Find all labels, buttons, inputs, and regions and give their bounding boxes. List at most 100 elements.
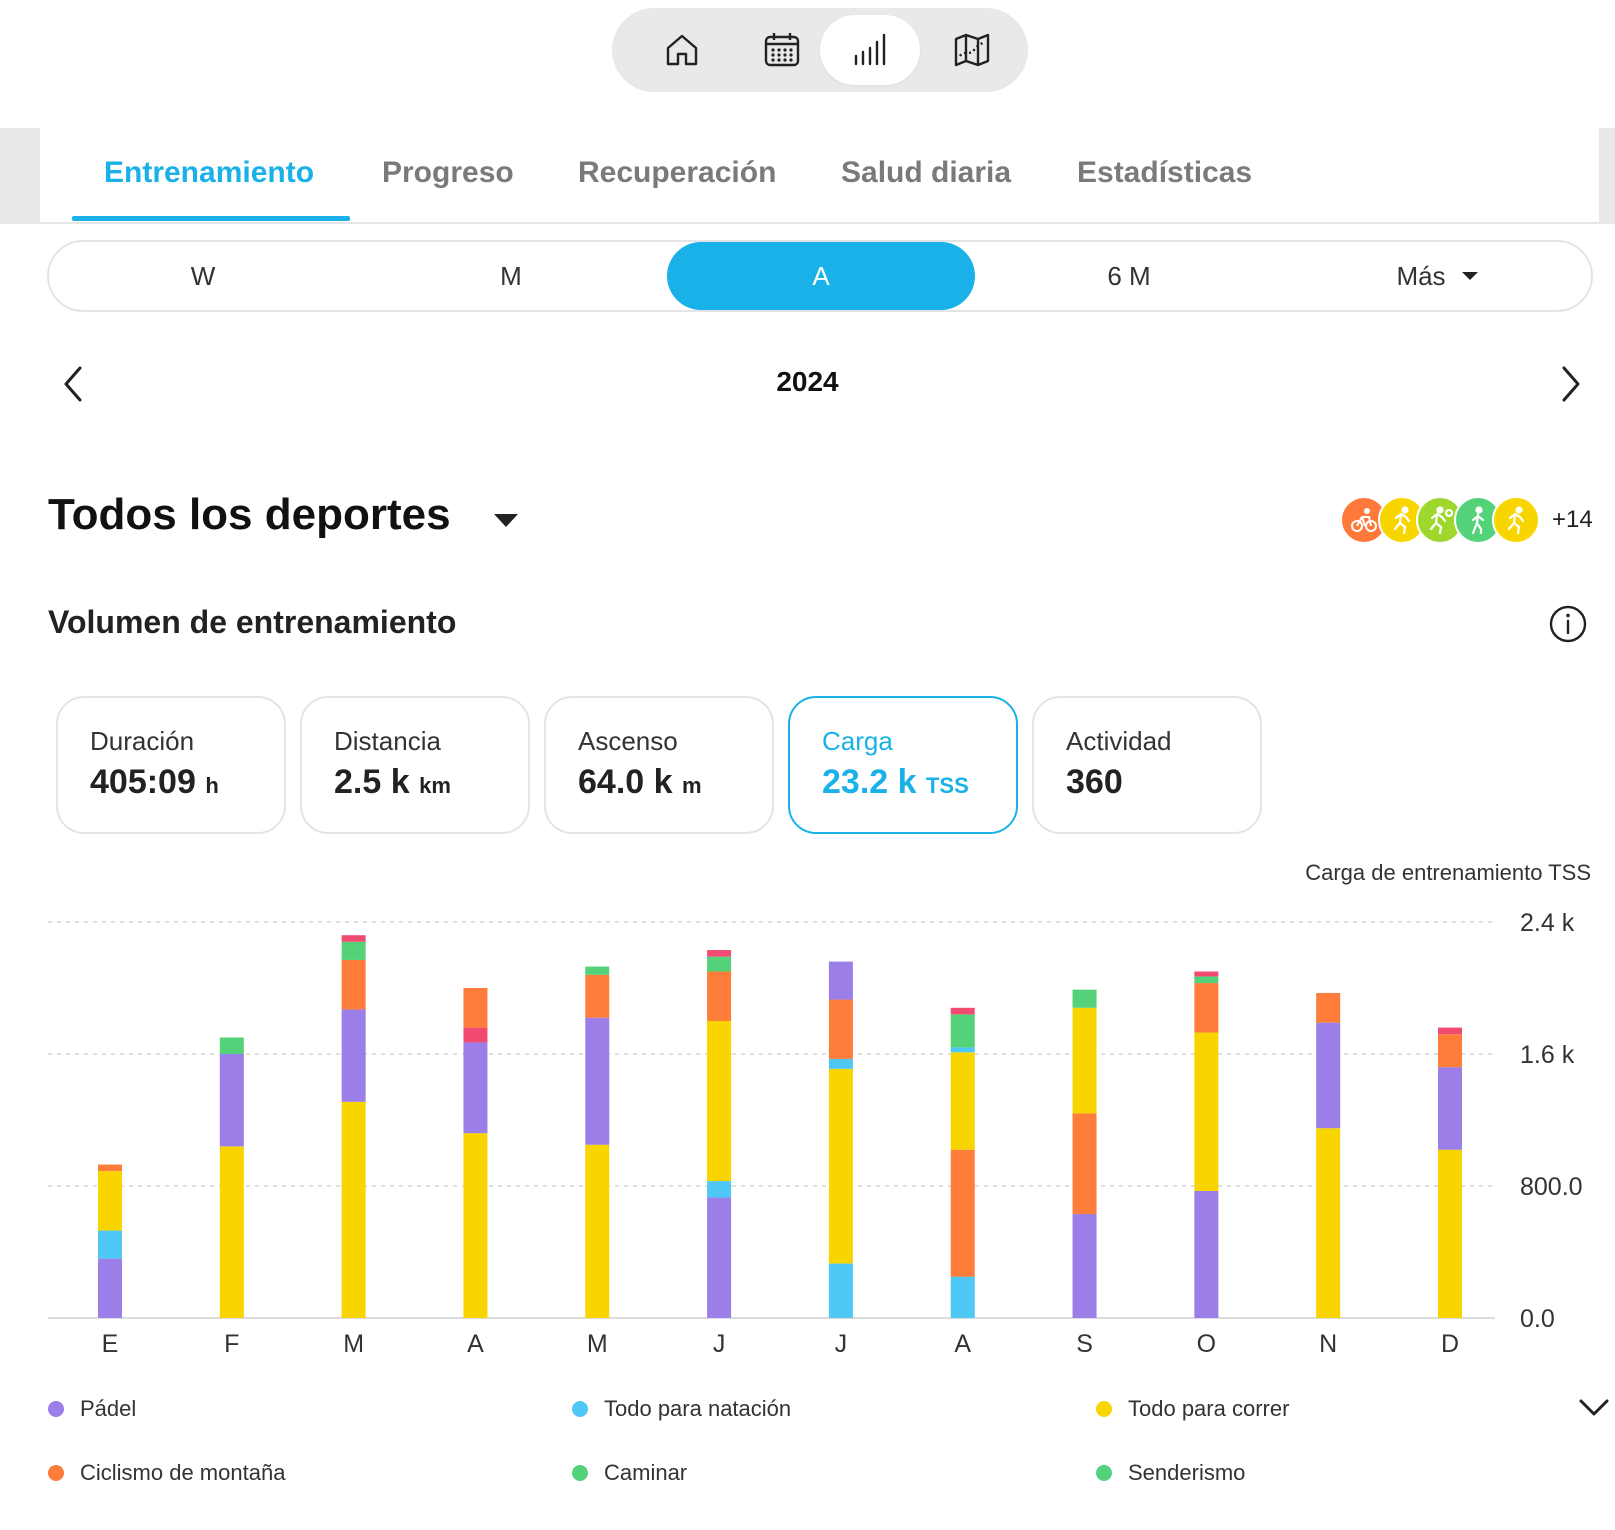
legend-label: Todo para natación — [604, 1396, 792, 1421]
x-tick-label: D — [1441, 1330, 1459, 1358]
x-tick-label: F — [224, 1330, 239, 1358]
training-load-chart[interactable]: 0.0 800.0 1.6 k 2.4 k E F M A M J J A S O N D — [0, 880, 1615, 1360]
tab-estadisticas[interactable]: Estadísticas — [1077, 156, 1253, 189]
tab-bar: Entrenamiento Progreso Recuperación Salu… — [0, 128, 1615, 224]
legend-item-ciclismo: Ciclismo de montaña — [48, 1460, 285, 1486]
bar-segment — [1194, 1190, 1219, 1318]
bar-segment — [341, 959, 366, 1010]
bar-segment — [828, 999, 853, 1059]
bar-segment — [219, 1037, 244, 1054]
home-icon — [666, 34, 698, 66]
metric-label: Ascenso — [578, 726, 678, 756]
metric-label: Distancia — [334, 726, 441, 756]
metric-card-duracion[interactable]: Duración 405:09 h — [56, 696, 286, 834]
calendar-icon — [764, 33, 800, 67]
bar-segment — [707, 971, 732, 1021]
legend-item-natacion: Todo para natación — [572, 1396, 791, 1422]
previous-year-chevron-icon[interactable] — [58, 364, 88, 404]
metric-card-ascenso[interactable]: Ascenso 64.0 k m — [544, 696, 774, 834]
next-year-chevron-icon[interactable] — [1556, 364, 1586, 404]
tabbar-edge-left — [0, 128, 40, 224]
info-icon[interactable] — [1548, 604, 1588, 644]
metric-value: 64.0 k m — [578, 763, 772, 802]
bar-segment — [341, 1009, 366, 1102]
bar-segment — [1072, 989, 1097, 1008]
y-tick-label: 800.0 — [1520, 1173, 1583, 1201]
metric-value: 2.5 k km — [334, 763, 528, 802]
legend-label: Caminar — [604, 1460, 688, 1485]
bar-segment — [950, 1014, 975, 1048]
map-nav-button[interactable] — [924, 15, 1020, 85]
tabbar-edge-right — [1599, 128, 1615, 224]
tab-progreso[interactable]: Progreso — [382, 156, 514, 189]
x-tick-label: E — [102, 1330, 119, 1358]
metric-unit: TSS — [925, 773, 969, 798]
bar-segment — [950, 1052, 975, 1150]
tab-entrenamiento[interactable]: Entrenamiento — [104, 156, 315, 189]
bar-chart-icon — [854, 33, 886, 66]
calendar-nav-button[interactable] — [734, 15, 830, 85]
metric-number: 405:09 — [90, 763, 196, 801]
bar-segment — [1072, 1214, 1097, 1318]
period-six-months-label: 6 M — [1107, 260, 1151, 291]
metric-card-carga[interactable]: Carga 23.2 k TSS — [788, 696, 1018, 834]
bar-segment — [585, 974, 610, 1018]
stats-nav-button[interactable] — [820, 15, 920, 85]
period-week-label: W — [190, 260, 216, 291]
chart-y-axis-title: Carga de entrenamiento TSS — [1305, 860, 1591, 885]
bar-segment — [98, 1258, 122, 1318]
active-tab-indicator — [72, 216, 350, 221]
metric-label: Duración — [90, 726, 195, 756]
legend-item-senderismo: Senderismo — [1096, 1460, 1245, 1486]
year-label: 2024 — [776, 366, 839, 397]
tab-recuperacion[interactable]: Recuperación — [578, 156, 777, 189]
bar-segment — [707, 1197, 732, 1318]
bar-segment — [341, 1101, 366, 1318]
bar-segment — [341, 941, 366, 960]
bar-segment — [1072, 1113, 1097, 1215]
bar-segment — [1438, 1067, 1462, 1150]
period-selector: W M A 6 M Más — [47, 240, 1593, 312]
legend-swatch — [572, 1401, 588, 1417]
legend-swatch — [1096, 1465, 1112, 1481]
caret-down-icon — [1461, 272, 1478, 280]
period-more-dropdown[interactable]: Más — [1283, 242, 1591, 310]
home-nav-button[interactable] — [634, 15, 730, 85]
x-tick-label: J — [835, 1330, 848, 1358]
legend-item-padel: Pádel — [48, 1396, 136, 1422]
expand-legend-chevron-icon[interactable] — [1578, 1398, 1610, 1418]
bar-segment — [828, 1263, 853, 1318]
period-month[interactable]: M — [357, 242, 665, 310]
sport-dropdown-caret-icon[interactable] — [494, 514, 518, 527]
legend-label: Ciclismo de montaña — [80, 1460, 286, 1485]
metric-unit: h — [205, 773, 219, 798]
bar-segment — [707, 950, 732, 957]
metric-card-actividad[interactable]: Actividad 360 — [1032, 696, 1262, 834]
bar-segment — [585, 1017, 610, 1145]
legend-label: Pádel — [80, 1396, 137, 1421]
metric-value: 405:09 h — [90, 763, 284, 802]
bar-segment — [950, 1149, 975, 1277]
period-year[interactable]: A — [667, 242, 975, 310]
period-week[interactable]: W — [49, 242, 357, 310]
sport-selector-title[interactable]: Todos los deportes — [48, 490, 451, 539]
metric-card-distancia[interactable]: Distancia 2.5 k km — [300, 696, 530, 834]
bar-segment — [950, 1007, 975, 1015]
bar-segment — [219, 1054, 244, 1147]
tab-salud-diaria[interactable]: Salud diaria — [841, 156, 1012, 189]
y-tick-label: 0.0 — [1520, 1305, 1555, 1333]
x-tick-label: A — [467, 1330, 484, 1358]
more-sports-count[interactable]: +14 — [1552, 506, 1593, 533]
bar-segment — [707, 1181, 732, 1198]
section-title: Volumen de entrenamiento — [48, 604, 457, 640]
bar-segment — [828, 961, 853, 1000]
bar-segment — [707, 1021, 732, 1182]
legend-item-caminar: Caminar — [572, 1460, 687, 1486]
bar-segment — [1438, 1149, 1462, 1318]
map-icon — [954, 33, 990, 67]
bar-segment — [950, 1276, 975, 1318]
metric-label: Actividad — [1066, 726, 1172, 756]
period-six-months[interactable]: 6 M — [975, 242, 1283, 310]
metric-unit: m — [681, 773, 702, 798]
bar-segment — [463, 1027, 488, 1043]
